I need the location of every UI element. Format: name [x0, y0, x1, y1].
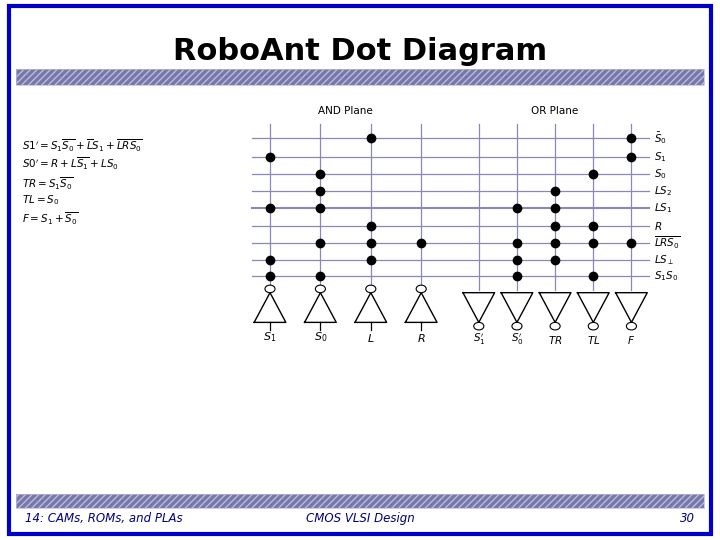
Text: $S_0'$: $S_0'$ — [510, 332, 523, 347]
Circle shape — [550, 322, 560, 330]
Text: $LS_\perp$: $LS_\perp$ — [654, 253, 675, 267]
Text: $LS_1$: $LS_1$ — [654, 201, 672, 215]
Text: 30: 30 — [680, 512, 695, 525]
Text: $R$: $R$ — [417, 332, 426, 343]
Text: CMOS VLSI Design: CMOS VLSI Design — [305, 512, 415, 525]
Text: $S_0$: $S_0$ — [654, 167, 667, 181]
Text: AND Plane: AND Plane — [318, 106, 373, 116]
Text: $F$: $F$ — [627, 334, 636, 346]
Text: $S_1'$: $S_1'$ — [472, 332, 485, 347]
Bar — [16, 494, 704, 508]
Circle shape — [265, 285, 275, 293]
Bar — [16, 494, 704, 508]
Text: $F = S_1 + \overline{S_0}$: $F = S_1 + \overline{S_0}$ — [22, 211, 78, 227]
Text: $TR = S_1\overline{S_0}$: $TR = S_1\overline{S_0}$ — [22, 176, 73, 192]
Text: $S1' = S_1\overline{S_0} + \overline{L}S_1 + \overline{LRS_0}$: $S1' = S_1\overline{S_0} + \overline{L}S… — [22, 138, 142, 154]
Circle shape — [512, 322, 522, 330]
Circle shape — [588, 322, 598, 330]
Circle shape — [416, 285, 426, 293]
Text: $L$: $L$ — [367, 332, 374, 343]
Text: $S_0$: $S_0$ — [314, 330, 327, 345]
Circle shape — [626, 322, 636, 330]
Text: $S_1$: $S_1$ — [654, 150, 667, 164]
Text: 14: CAMs, ROMs, and PLAs: 14: CAMs, ROMs, and PLAs — [25, 512, 183, 525]
Circle shape — [366, 285, 376, 293]
Bar — [16, 69, 704, 85]
Text: $\bar{S}_0$: $\bar{S}_0$ — [654, 130, 667, 146]
Circle shape — [315, 285, 325, 293]
Text: $S0' = R + L\overline{S_1} + LS_0$: $S0' = R + L\overline{S_1} + LS_0$ — [22, 156, 118, 172]
Text: $TR$: $TR$ — [548, 334, 562, 346]
Text: $TL = S_0$: $TL = S_0$ — [22, 193, 59, 207]
Text: $S_1S_0$: $S_1S_0$ — [654, 269, 679, 284]
Text: $R$: $R$ — [654, 220, 662, 232]
Text: $S_1$: $S_1$ — [264, 330, 276, 345]
Circle shape — [474, 322, 484, 330]
Text: $TL$: $TL$ — [587, 334, 600, 346]
Text: $LS_2$: $LS_2$ — [654, 184, 672, 198]
Bar — [16, 69, 704, 85]
Text: RoboAnt Dot Diagram: RoboAnt Dot Diagram — [173, 37, 547, 66]
Text: OR Plane: OR Plane — [531, 106, 579, 116]
Text: $\overline{LRS_0}$: $\overline{LRS_0}$ — [654, 235, 681, 251]
